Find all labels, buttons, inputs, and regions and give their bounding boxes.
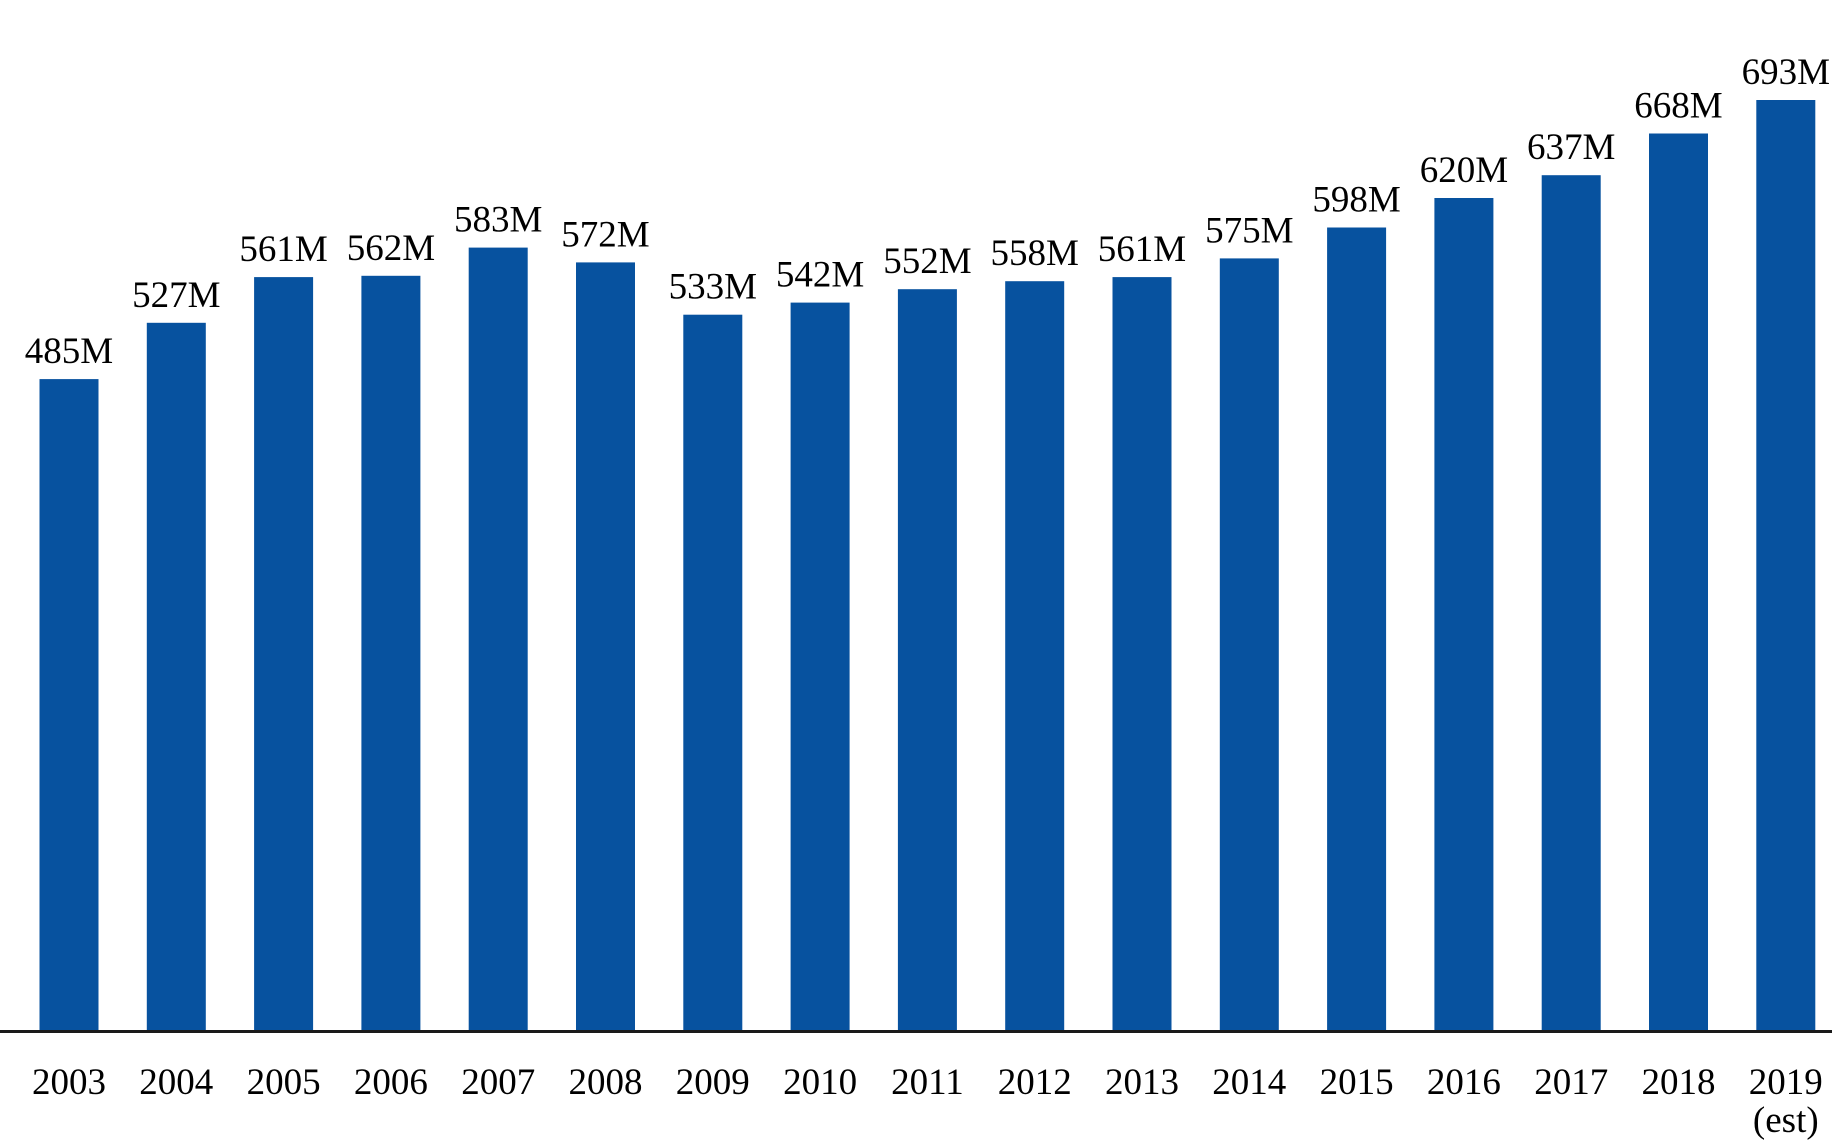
bar-2009 bbox=[683, 314, 743, 1030]
value-label-2018: 668M bbox=[1634, 86, 1722, 127]
x-tick-label-2008: 2008 bbox=[569, 1062, 643, 1103]
bar-2019 bbox=[1756, 100, 1816, 1030]
x-tick-labels-group: 2003 2004 2005 2006 2007 2008 2009 2010 2011 2012… bbox=[32, 1062, 1823, 1141]
bar-2015 bbox=[1327, 227, 1387, 1030]
bar-2012 bbox=[1005, 281, 1065, 1030]
x-tick-label-2006: 2006 bbox=[354, 1062, 428, 1103]
value-label-2004: 527M bbox=[132, 275, 220, 316]
value-label-2013: 561M bbox=[1098, 229, 1186, 270]
value-label-2014: 575M bbox=[1205, 210, 1293, 251]
x-tick-sublabel-2019: (est) bbox=[1753, 1100, 1819, 1141]
bar-2016 bbox=[1434, 198, 1494, 1030]
x-tick-label-2007: 2007 bbox=[461, 1062, 535, 1103]
x-tick-label-2017: 2017 bbox=[1534, 1062, 1608, 1103]
x-tick-label-2012: 2012 bbox=[998, 1062, 1072, 1103]
bar-2013 bbox=[1112, 277, 1172, 1031]
value-label-2010: 542M bbox=[776, 255, 864, 296]
bar-2003 bbox=[39, 379, 99, 1031]
x-tick-label-2004: 2004 bbox=[139, 1062, 213, 1103]
bar-2005 bbox=[254, 277, 314, 1031]
value-label-2009: 533M bbox=[669, 267, 757, 308]
bar-2010 bbox=[790, 302, 850, 1031]
bar-2018 bbox=[1649, 133, 1708, 1030]
x-tick-label-2016: 2016 bbox=[1427, 1062, 1501, 1103]
x-tick-label-2005: 2005 bbox=[247, 1062, 321, 1103]
value-label-2012: 558M bbox=[990, 233, 1078, 274]
bar-2008 bbox=[576, 262, 635, 1030]
value-label-2015: 598M bbox=[1312, 180, 1400, 221]
x-tick-label-2009: 2009 bbox=[676, 1062, 750, 1103]
x-tick-label-2011: 2011 bbox=[891, 1062, 964, 1103]
x-tick-label-2019: 2019 bbox=[1749, 1062, 1823, 1103]
bar-2004 bbox=[146, 322, 206, 1030]
value-labels-group: 485M 527M 561M 562M 583M 572M 533M 542M 552M 558M… bbox=[25, 52, 1830, 372]
x-tick-label-2014: 2014 bbox=[1212, 1062, 1286, 1103]
bar-2007 bbox=[468, 247, 528, 1031]
value-label-2011: 552M bbox=[883, 241, 971, 282]
x-tick-label-2015: 2015 bbox=[1320, 1062, 1394, 1103]
x-tick-label-2010: 2010 bbox=[783, 1062, 857, 1103]
x-tick-label-2003: 2003 bbox=[32, 1062, 106, 1103]
value-label-2017: 637M bbox=[1527, 127, 1615, 168]
bar-2014 bbox=[1219, 258, 1279, 1030]
value-label-2019: 693M bbox=[1742, 52, 1830, 93]
x-tick-label-2013: 2013 bbox=[1105, 1062, 1179, 1103]
value-label-2016: 620M bbox=[1420, 150, 1508, 191]
x-tick-label-2018: 2018 bbox=[1642, 1062, 1716, 1103]
value-label-2008: 572M bbox=[561, 214, 649, 255]
value-label-2005: 561M bbox=[239, 229, 327, 270]
bars-group bbox=[39, 100, 1816, 1031]
value-label-2006: 562M bbox=[347, 228, 435, 269]
bar-2006 bbox=[361, 275, 421, 1030]
bar-2011 bbox=[897, 289, 957, 1030]
value-label-2003: 485M bbox=[25, 331, 113, 372]
bar-2017 bbox=[1541, 175, 1601, 1030]
value-label-2007: 583M bbox=[454, 200, 542, 241]
